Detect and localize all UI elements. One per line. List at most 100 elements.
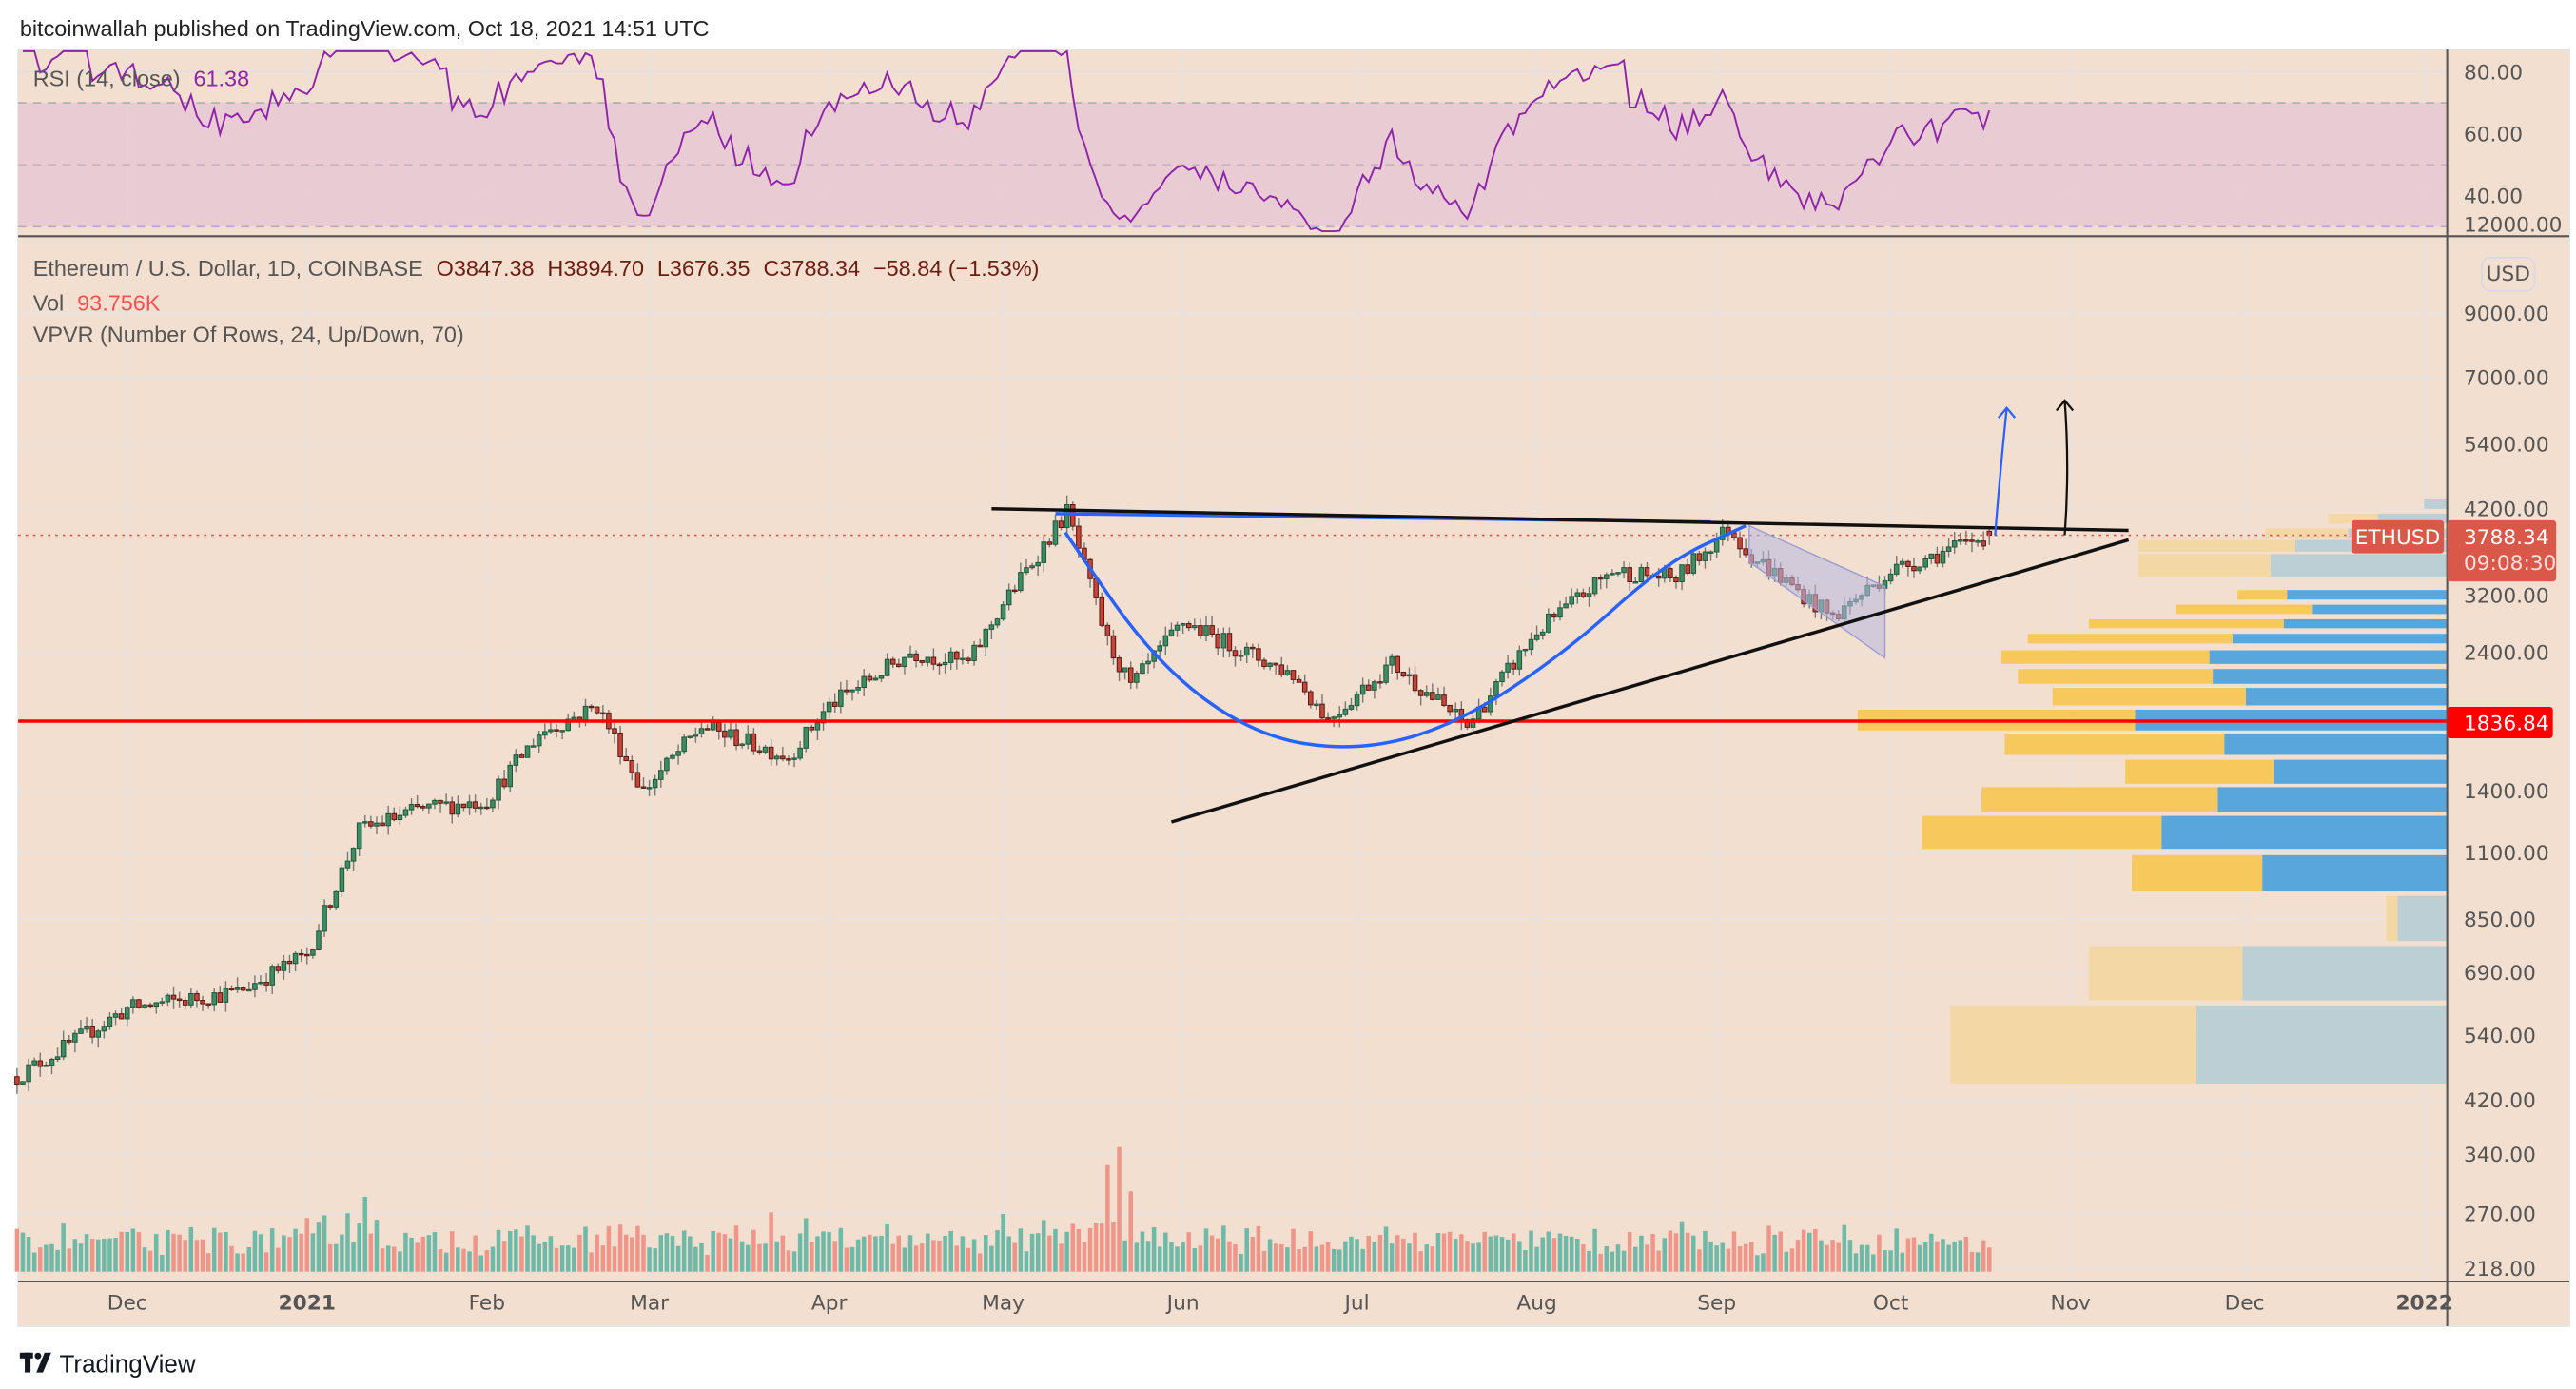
candle-down[interactable] xyxy=(1278,664,1285,675)
candle-down[interactable] xyxy=(936,663,943,667)
candle-up[interactable] xyxy=(826,701,832,713)
candle-up[interactable] xyxy=(1331,716,1337,719)
candle-up[interactable] xyxy=(1470,718,1476,728)
candle-up[interactable] xyxy=(1951,540,1958,548)
candle-up[interactable] xyxy=(878,675,885,679)
candle-up[interactable] xyxy=(1591,577,1598,595)
candle-up[interactable] xyxy=(530,745,537,748)
candle-up[interactable] xyxy=(223,988,229,1003)
candle-up[interactable] xyxy=(820,711,827,724)
candle-up[interactable] xyxy=(1557,607,1563,618)
cup-curve[interactable] xyxy=(1064,524,1747,749)
candle-down[interactable] xyxy=(1365,684,1372,691)
candle-up[interactable] xyxy=(670,754,675,759)
candle-up[interactable] xyxy=(333,890,340,908)
candle-up[interactable] xyxy=(1064,503,1070,529)
candle-down[interactable] xyxy=(118,1013,125,1020)
candle-down[interactable] xyxy=(501,778,507,788)
candle-up[interactable] xyxy=(791,757,797,760)
candle-up[interactable] xyxy=(356,822,362,850)
candle-down[interactable] xyxy=(1377,681,1383,684)
candle-up[interactable] xyxy=(1940,550,1946,564)
candle-up[interactable] xyxy=(1610,573,1615,576)
candle-down[interactable] xyxy=(1644,567,1650,577)
candle-up[interactable] xyxy=(797,747,803,759)
candle-down[interactable] xyxy=(14,1076,20,1085)
candle-up[interactable] xyxy=(385,812,391,827)
candle-up[interactable] xyxy=(849,689,855,693)
candle-up[interactable] xyxy=(1342,708,1349,715)
candle-up[interactable] xyxy=(1122,667,1128,673)
candle-up[interactable] xyxy=(1238,655,1244,657)
candle-down[interactable] xyxy=(588,705,595,709)
black-target-arrow[interactable] xyxy=(2063,400,2069,536)
candle-down[interactable] xyxy=(919,659,925,663)
candle-up[interactable] xyxy=(1975,540,1981,543)
candle-down[interactable] xyxy=(1481,706,1488,713)
candle-down[interactable] xyxy=(617,732,623,757)
candle-up[interactable] xyxy=(78,1028,84,1034)
candle-down[interactable] xyxy=(217,992,224,1003)
candle-up[interactable] xyxy=(1041,541,1047,563)
candle-up[interactable] xyxy=(310,949,316,956)
support-trendline[interactable] xyxy=(1170,538,2130,824)
candle-down[interactable] xyxy=(1981,540,1986,547)
candle-up[interactable] xyxy=(1052,520,1059,545)
candle-down[interactable] xyxy=(554,729,559,732)
candle-down[interactable] xyxy=(368,821,374,827)
candle-down[interactable] xyxy=(170,994,177,1000)
candle-down[interactable] xyxy=(930,656,937,665)
candle-up[interactable] xyxy=(1192,625,1198,629)
candle-up[interactable] xyxy=(884,658,890,676)
candle-down[interactable] xyxy=(1104,624,1111,636)
candle-down[interactable] xyxy=(472,801,478,809)
candle-down[interactable] xyxy=(1301,681,1308,693)
candle-up[interactable] xyxy=(443,801,449,804)
candle-up[interactable] xyxy=(426,803,432,809)
candle-down[interactable] xyxy=(205,1003,211,1006)
candle-down[interactable] xyxy=(182,999,188,1006)
candle-down[interactable] xyxy=(275,966,282,971)
candle-up[interactable] xyxy=(1493,680,1499,697)
candle-down[interactable] xyxy=(1673,577,1679,583)
candle-down[interactable] xyxy=(977,644,983,648)
candle-down[interactable] xyxy=(200,1000,205,1005)
support-price-tag[interactable] xyxy=(2447,707,2553,739)
candle-up[interactable] xyxy=(72,1032,78,1043)
candle-up[interactable] xyxy=(1945,546,1952,552)
candle-up[interactable] xyxy=(54,1056,61,1061)
candle-up[interactable] xyxy=(1435,694,1441,700)
time-axis[interactable]: Dec 2021 Feb Mar Apr May Jun Jul Aug Sep Oct Nov Dec… xyxy=(107,1292,2453,1316)
candle-up[interactable] xyxy=(316,930,322,950)
candle-up[interactable] xyxy=(675,751,681,756)
candle-down[interactable] xyxy=(438,799,443,804)
candle-up[interactable] xyxy=(693,733,699,737)
candle-up[interactable] xyxy=(1162,635,1169,647)
candle-up[interactable] xyxy=(1220,633,1227,649)
candle-up[interactable] xyxy=(1157,645,1163,652)
candle-up[interactable] xyxy=(269,966,275,986)
candle-down[interactable] xyxy=(1668,568,1673,579)
candle-down[interactable] xyxy=(1511,662,1516,670)
rsi-pane[interactable] xyxy=(18,49,2448,233)
blue-target-arrow[interactable] xyxy=(1994,407,2008,536)
candle-up[interactable] xyxy=(496,778,501,801)
candle-down[interactable] xyxy=(1685,564,1690,574)
candle-up[interactable] xyxy=(339,867,345,892)
candle-up[interactable] xyxy=(402,809,409,816)
candle-up[interactable] xyxy=(960,657,966,661)
candle-down[interactable] xyxy=(1226,633,1233,652)
bull-flag-channel[interactable] xyxy=(1748,524,1886,660)
candle-down[interactable] xyxy=(1325,717,1331,720)
candle-up[interactable] xyxy=(455,803,461,815)
candle-down[interactable] xyxy=(518,754,525,758)
candle-up[interactable] xyxy=(664,757,670,772)
candle-down[interactable] xyxy=(136,999,142,1008)
candle-up[interactable] xyxy=(542,731,548,736)
candle-down[interactable] xyxy=(1209,625,1215,636)
candle-up[interactable] xyxy=(1533,634,1540,640)
candle-down[interactable] xyxy=(66,1039,72,1043)
candle-up[interactable] xyxy=(762,746,769,753)
candle-up[interactable] xyxy=(153,1002,160,1008)
candle-down[interactable] xyxy=(460,803,467,809)
